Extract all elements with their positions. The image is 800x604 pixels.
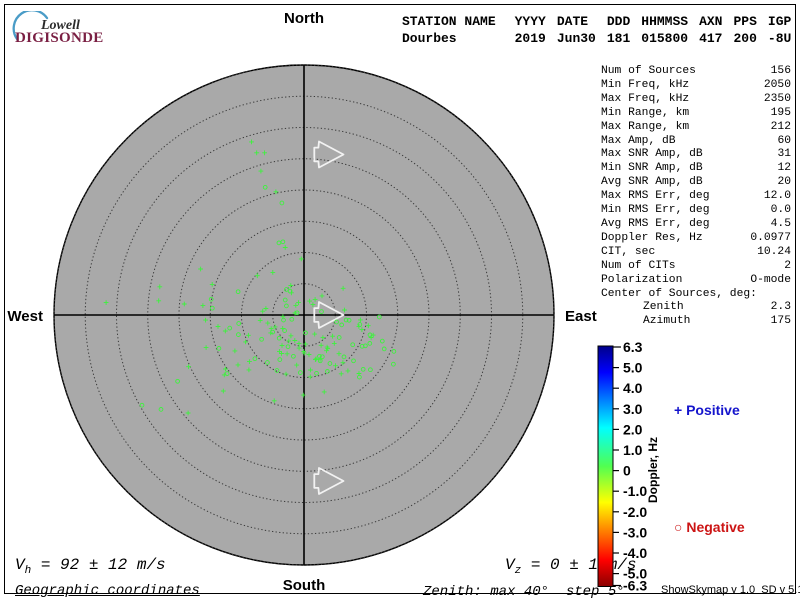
svg-text:0: 0 xyxy=(623,463,631,479)
svg-text:-3.0: -3.0 xyxy=(623,524,647,540)
svg-text:5.0: 5.0 xyxy=(623,360,643,376)
svg-text:2.0: 2.0 xyxy=(623,421,643,437)
svg-text:-2.0: -2.0 xyxy=(623,504,647,520)
svg-text:South: South xyxy=(283,577,326,594)
svg-text:-4.0: -4.0 xyxy=(623,545,647,561)
svg-text:1.0: 1.0 xyxy=(623,442,643,458)
svg-text:West: West xyxy=(7,308,43,325)
svg-text:3.0: 3.0 xyxy=(623,401,643,417)
svg-text:-1.0: -1.0 xyxy=(623,483,647,499)
svg-text:East: East xyxy=(565,308,597,325)
svg-text:North: North xyxy=(284,10,324,27)
svg-text:6.3: 6.3 xyxy=(623,339,643,355)
svg-text:4.0: 4.0 xyxy=(623,380,643,396)
svg-text:-6.3: -6.3 xyxy=(623,578,647,594)
